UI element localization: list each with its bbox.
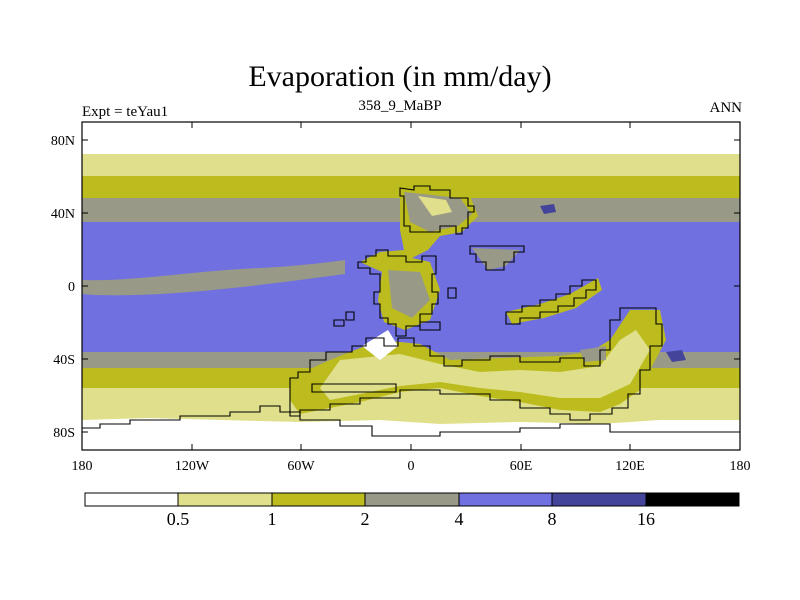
period-label: 358_9_MaBP (358, 98, 442, 114)
lon-label: 120W (175, 459, 210, 474)
coastline-island-a (447, 287, 457, 299)
land-east-block (472, 248, 520, 270)
colorbar-label: 8 (548, 509, 557, 529)
colorbar-swatch (551, 492, 647, 507)
band-north-1 (82, 154, 740, 178)
lat-labels: 80N 40N 0 40S 80S (51, 134, 75, 441)
evaporation-field (82, 122, 740, 450)
colorbar-label: 1 (268, 509, 277, 529)
land-north-light (418, 196, 452, 216)
coastline-southern-continent (289, 307, 663, 421)
pacific-grey-tongue (82, 260, 345, 296)
colorbar-swatch (177, 492, 273, 507)
colorbar (84, 492, 740, 507)
lon-labels: 180 120W 60W 0 60E 120E 180 (72, 459, 751, 474)
lon-label: 120E (615, 459, 645, 474)
land-strip (506, 278, 602, 324)
lon-label: 180 (72, 459, 93, 474)
coastlines (82, 185, 740, 437)
colorbar-label: 2 (361, 509, 370, 529)
land-dark-patch (666, 350, 686, 362)
lat-label: 40N (51, 207, 75, 222)
coastline-strip (505, 279, 597, 325)
colorbar-label: 0.5 (167, 509, 190, 529)
colorbar-swatch (458, 492, 553, 507)
map-title: Evaporation (in mm/day) (248, 60, 552, 93)
lat-label: 80S (53, 426, 75, 441)
lat-label: 80N (51, 134, 75, 149)
coastline-island-d (345, 311, 355, 321)
coastline-island-b (419, 321, 441, 331)
lon-label: 180 (730, 459, 751, 474)
polar-coast-light (82, 404, 740, 424)
colorbar-swatch (645, 492, 740, 507)
colorbar-swatch (271, 492, 366, 507)
lat-label: 40S (53, 353, 75, 368)
land-southern-light (320, 330, 650, 400)
colorbar-swatch (364, 492, 460, 507)
colorbar-swatch (84, 492, 179, 507)
experiment-label: Expt = teYau1 (82, 104, 169, 120)
colorbar-label: 16 (637, 509, 655, 529)
coastline-island-c (333, 319, 345, 327)
lon-ticks (81, 122, 631, 450)
coastline-antarctic (82, 405, 740, 437)
lat-label: 0 (68, 280, 75, 295)
coastline-inner-ring (311, 383, 397, 393)
colorbar-label: 4 (455, 509, 464, 529)
land-grey-inner (388, 270, 430, 318)
land-southern-white (362, 330, 398, 360)
coastline-east-block (469, 245, 525, 271)
colorbar-labels: 0.5 1 2 4 8 16 (167, 509, 655, 529)
season-label: ANN (709, 100, 743, 116)
land-dark-patch-north (540, 204, 556, 214)
coastline-central-continent (357, 249, 439, 337)
lon-label: 60W (287, 459, 315, 474)
lat-ticks (82, 139, 740, 433)
lon-label: 60E (510, 459, 533, 474)
lon-label: 0 (408, 459, 415, 474)
coastline-north-continent (399, 185, 475, 235)
